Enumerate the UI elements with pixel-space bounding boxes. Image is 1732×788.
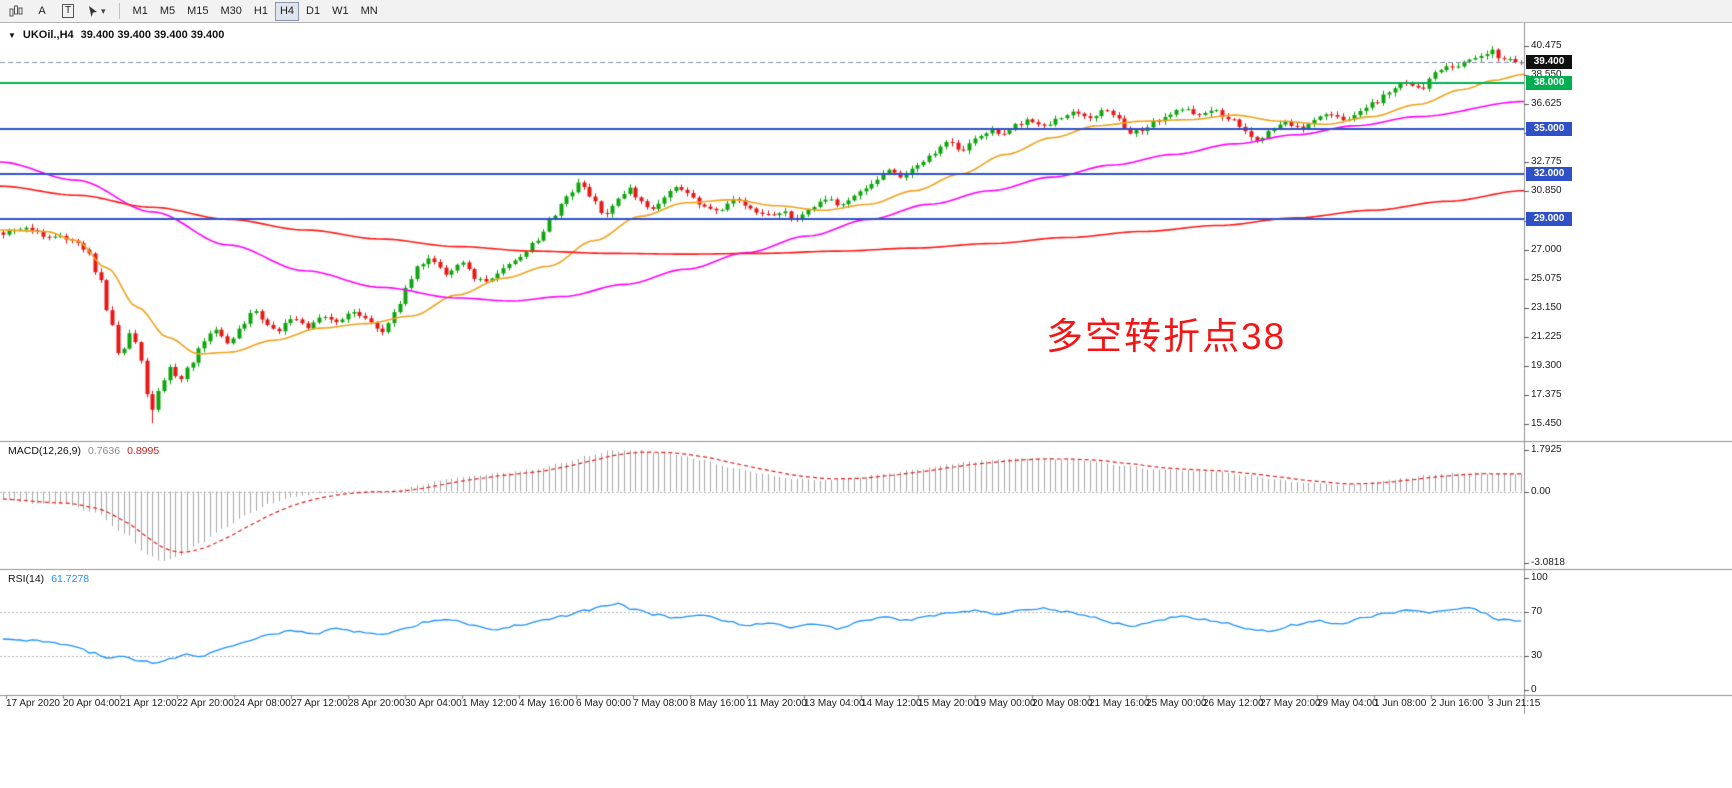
- price-axis-label: 19.300: [1531, 359, 1562, 371]
- time-axis-label: 1 May 12:00: [462, 698, 518, 709]
- cursor-arrow-icon: [89, 5, 97, 17]
- time-axis-label: 4 May 16:00: [519, 698, 575, 709]
- time-axis-label: 26 May 12:00: [1203, 698, 1264, 709]
- quick-trade-dropdown-icon[interactable]: ▼: [8, 30, 16, 40]
- timeframe-button-h1[interactable]: H1: [249, 2, 273, 21]
- rsi-axis-label: 30: [1531, 650, 1543, 662]
- price-axis-label: 23.150: [1531, 301, 1562, 313]
- time-axis[interactable]: 17 Apr 2020 20 Apr 04:00 21 Apr 12:00 22 Ap…: [0, 695, 1732, 714]
- time-axis-label: 25 May 00:00: [1146, 698, 1207, 709]
- time-axis-label: 27 May 20:00: [1260, 698, 1321, 709]
- timeframe-button-d1[interactable]: D1: [301, 2, 325, 21]
- macd-signal-value: 0.8995: [127, 445, 160, 457]
- price-axis-label: 25.075: [1531, 272, 1562, 284]
- price-axis[interactable]: 40.47538.55036.62534.70032.77530.85028.9…: [1524, 23, 1732, 441]
- rsi-name: RSI(14): [8, 573, 45, 585]
- price-axis-label: 15.450: [1531, 418, 1562, 430]
- macd-label-row: MACD(12,26,9) 0.7636 0.8995: [8, 445, 159, 457]
- time-axis-label: 30 Apr 04:00: [405, 698, 462, 709]
- bar-chart-icon: [9, 5, 23, 17]
- macd-name: MACD(12,26,9): [8, 445, 81, 457]
- timeframe-button-m5[interactable]: M5: [155, 2, 180, 21]
- timeframe-button-w1[interactable]: W1: [327, 2, 354, 21]
- time-axis-label: 14 May 12:00: [861, 698, 922, 709]
- ohlc-values: 39.400 39.400 39.400 39.400: [80, 29, 225, 41]
- text-tool-button[interactable]: T: [56, 2, 80, 21]
- timeframe-button-h4[interactable]: H4: [274, 1, 300, 21]
- timeframe-button-m30[interactable]: M30: [216, 2, 247, 21]
- time-axis-label: 8 May 16:00: [690, 698, 746, 709]
- price-axis-label: 32.775: [1531, 156, 1562, 168]
- price-axis-label: 27.000: [1531, 243, 1562, 255]
- letter-a-icon: A: [38, 5, 46, 17]
- time-axis-label: 29 May 04:00: [1317, 698, 1378, 709]
- time-axis-label: 13 May 04:00: [804, 698, 865, 709]
- macd-axis[interactable]: 1.7925 0.00 -3.0818: [1524, 442, 1732, 568]
- hline-price-tag[interactable]: 38.000: [1526, 76, 1572, 91]
- text-annotation-button[interactable]: A: [30, 2, 54, 21]
- price-axis-label: 38.550: [1531, 69, 1562, 81]
- time-axis-label: 27 Apr 12:00: [291, 698, 348, 709]
- price-axis-label: 36.625: [1531, 98, 1562, 110]
- hline-price-tag[interactable]: 29.000: [1526, 212, 1572, 227]
- rsi-axis-label: 0: [1531, 684, 1537, 695]
- time-axis-label: 2 Jun 16:00: [1431, 698, 1484, 709]
- macd-main-value: 0.7636: [87, 445, 121, 457]
- hline-price-tag[interactable]: 35.000: [1526, 121, 1572, 136]
- letter-t-icon: T: [61, 4, 75, 18]
- macd-axis-label: 1.7925: [1531, 444, 1562, 455]
- time-axis-label: 7 May 08:00: [633, 698, 689, 709]
- time-axis-label: 6 May 00:00: [576, 698, 632, 709]
- timeframe-button-m15[interactable]: M15: [182, 2, 213, 21]
- toolbar: A T ▾ M1 M5 M15 M30 H1 H4 D1 W1 MN: [0, 0, 1732, 23]
- time-axis-label: 15 May 20:00: [918, 698, 979, 709]
- hline-price-tag[interactable]: 32.000: [1526, 167, 1572, 182]
- time-axis-label: 28 Apr 20:00: [348, 698, 405, 709]
- time-axis-label: 20 Apr 04:00: [63, 698, 120, 709]
- chart-title-row: ▼ UKOil.,H4 39.400 39.400 39.400 39.400: [8, 29, 224, 41]
- chart-window-icon-button[interactable]: [4, 2, 28, 21]
- macd-axis-label: -3.0818: [1531, 557, 1565, 568]
- rsi-axis-label: 100: [1531, 572, 1548, 583]
- price-axis-label: 17.375: [1531, 389, 1562, 400]
- timeframe-button-m1[interactable]: M1: [128, 2, 153, 21]
- rsi-axis[interactable]: 100 70 30 0: [1524, 570, 1732, 695]
- cursor-tool-button[interactable]: ▾: [82, 2, 111, 21]
- time-axis-label: 11 May 20:00: [747, 698, 807, 709]
- time-axis-label: 19 May 00:00: [975, 698, 1036, 709]
- time-axis-label: 21 May 16:00: [1089, 698, 1150, 709]
- time-axis-label: 1 Jun 08:00: [1374, 698, 1427, 709]
- rsi-axis-label: 70: [1531, 605, 1543, 617]
- time-axis-label: 24 Apr 08:00: [234, 698, 291, 709]
- rsi-label-row: RSI(14) 61.7278: [8, 573, 89, 585]
- time-axis-label: 21 Apr 12:00: [120, 698, 177, 709]
- time-axis-label: 20 May 08:00: [1032, 698, 1093, 709]
- chart-annotation: 多空转折点38: [1046, 316, 1287, 357]
- price-axis-label: 40.475: [1531, 40, 1562, 52]
- time-axis-label: 3 Jun 21:15: [1488, 698, 1541, 709]
- rsi-value: 61.7278: [51, 573, 90, 585]
- time-axis-label: 22 Apr 20:00: [177, 698, 234, 709]
- toolbar-divider: [118, 3, 120, 19]
- macd-axis-label: 0.00: [1531, 485, 1551, 497]
- symbol-period-label: UKOil.,H4: [22, 29, 74, 41]
- current-price-tag[interactable]: 39.400: [1526, 55, 1572, 70]
- price-axis-label: 30.850: [1531, 185, 1562, 197]
- price-axis-label: 21.225: [1531, 330, 1562, 342]
- time-axis-label: 17 Apr 2020: [6, 698, 60, 709]
- timeframe-group: M1 M5 M15 M30 H1 H4 D1 W1 MN: [128, 1, 383, 21]
- chevron-down-icon: ▾: [101, 5, 106, 16]
- timeframe-button-mn[interactable]: MN: [356, 2, 383, 21]
